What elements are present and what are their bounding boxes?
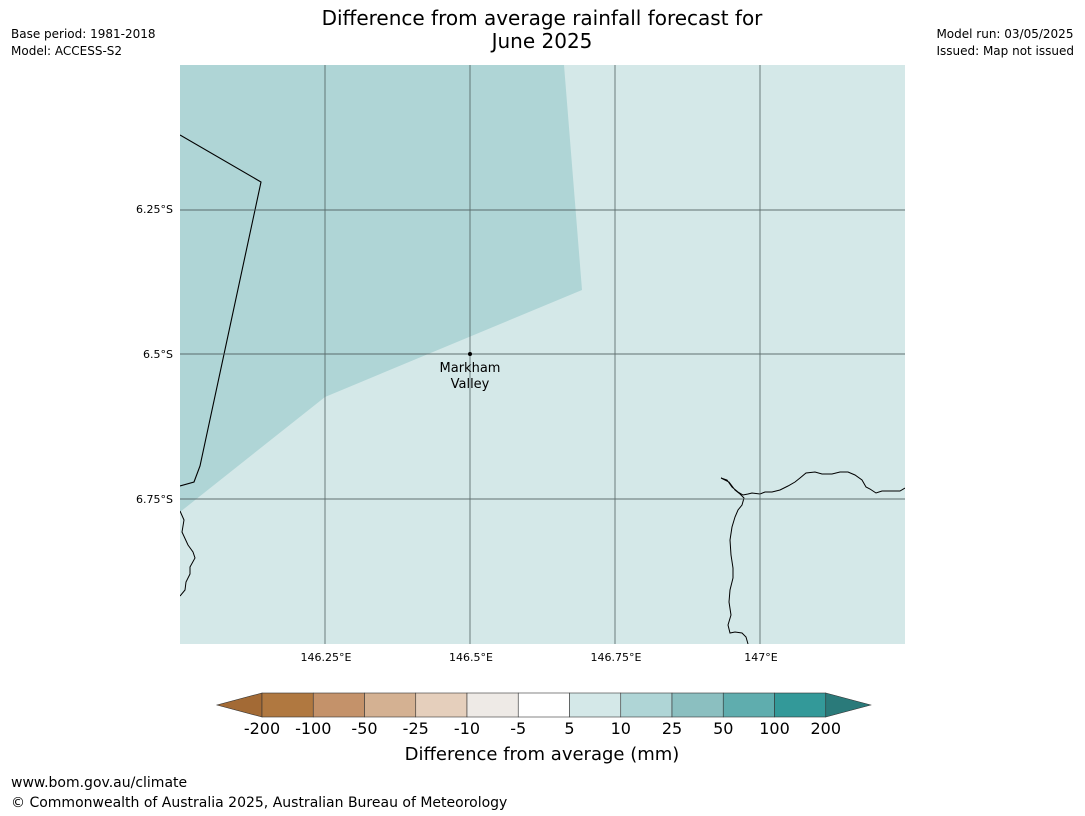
lon-tick-label: 146.5°E [449, 651, 493, 664]
colorbar-tick-label: 100 [759, 719, 790, 738]
lon-tick-label: 147°E [744, 651, 777, 664]
axis-labels: 6.25°S 6.5°S 6.75°S 146.25°E 146.5°E 146… [136, 203, 778, 664]
colorbar-tick-label: -200 [243, 719, 281, 738]
footer-url[interactable]: www.bom.gov.au/climate [11, 775, 188, 791]
lat-tick-label: 6.25°S [136, 203, 173, 216]
colorbar-swatch [312, 692, 365, 718]
model-run-text: Model run: 03/05/2025 [936, 27, 1074, 41]
lat-tick-label: 6.5°S [143, 348, 173, 361]
title-line-2: June 2025 [491, 29, 593, 53]
location-marker [468, 352, 472, 356]
map-area [180, 65, 905, 644]
graticule [180, 65, 905, 644]
header-meta-right: Model run: 03/05/2025 Issued: Map not is… [936, 26, 1074, 60]
colorbar-tick-label: -25 [402, 719, 429, 738]
colorbar-title: Difference from average (mm) [404, 744, 680, 765]
colorbar-tick-label: -100 [295, 719, 332, 738]
footer-copyright: © Commonwealth of Australia 2025, Austra… [11, 795, 508, 811]
colorbar-swatch [671, 692, 724, 718]
colorbar-swatch [261, 692, 314, 718]
colorbar-tick-label: 25 [661, 719, 683, 738]
title-line-1: Difference from average rainfall forecas… [321, 6, 763, 30]
colorbar-swatch [415, 692, 468, 718]
colorbar-extend-high [825, 692, 872, 718]
issued-text: Issued: Map not issued [936, 44, 1074, 58]
location-label-line-1: Markham [440, 361, 501, 376]
location-label-line-2: Valley [451, 377, 490, 392]
model-text: Model: ACCESS-S2 [11, 44, 123, 58]
colorbar-tick-label: 10 [610, 719, 631, 738]
base-period-text: Base period: 1981-2018 [11, 27, 156, 41]
colorbar-swatch [517, 692, 570, 718]
colorbar-swatch [569, 692, 622, 718]
colorbar-tick-label: 50 [713, 719, 734, 738]
colorbar-swatch [364, 692, 417, 718]
forecast-region-10-25 [180, 65, 582, 512]
coastline-east [720, 471, 905, 644]
lon-tick-label: 146.25°E [301, 651, 352, 664]
coastline-west [180, 510, 196, 597]
lat-tick-label: 6.75°S [136, 493, 173, 506]
colorbar-swatch [774, 692, 827, 718]
header-meta-left: Base period: 1981-2018 Model: ACCESS-S2 [11, 26, 156, 60]
colorbar [215, 692, 872, 718]
colorbar-tick-label: -5 [510, 719, 527, 738]
colorbar-tick-label: 200 [810, 719, 842, 738]
colorbar-tick-label: 5 [564, 719, 575, 738]
colorbar-swatch [466, 692, 519, 718]
colorbar-swatch [722, 692, 775, 718]
colorbar-swatch [620, 692, 673, 718]
colorbar-tick-label: -10 [453, 719, 481, 738]
map-title: Difference from average rainfall forecas… [242, 7, 842, 53]
colorbar-tick-label: -50 [351, 719, 378, 738]
lon-tick-label: 146.75°E [591, 651, 642, 664]
colorbar-extend-low [215, 692, 263, 718]
border-line [180, 134, 262, 487]
